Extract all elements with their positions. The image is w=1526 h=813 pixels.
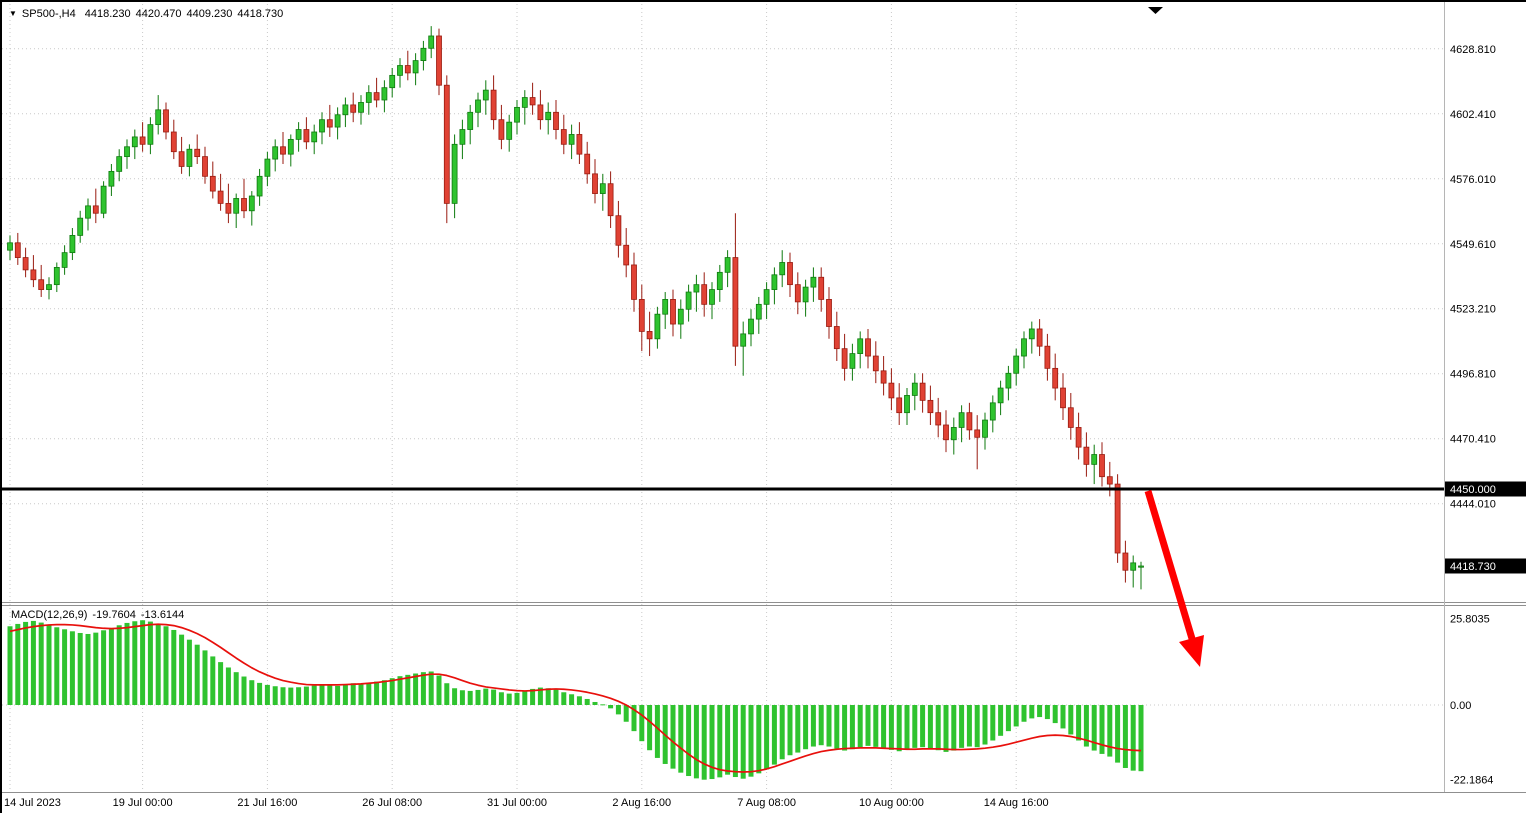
time-tick-label: 2 Aug 16:00 — [612, 797, 671, 809]
chart-title: SP500-,H4 — [21, 8, 76, 20]
price-tick-label: 4576.010 — [1450, 174, 1496, 186]
macd-signal-line — [9, 623, 1142, 773]
horizontal-line-4450[interactable] — [2, 487, 1444, 491]
ohlc-low: 4409.230 — [186, 8, 233, 20]
price-tick-label: 4496.810 — [1450, 369, 1496, 381]
price-axis[interactable]: 4628.810 4602.410 4576.010 4549.610 4523.210… — [1450, 44, 1496, 787]
macd-value: -19.7604 — [92, 609, 136, 621]
macd-tick-label: -22.1864 — [1450, 774, 1493, 786]
hline-price-badge: 4450.000 — [1445, 481, 1526, 497]
ohlc-open: 4418.230 — [84, 8, 131, 20]
trend-arrow[interactable] — [1144, 490, 1204, 667]
price-tick-label: 4470.410 — [1450, 434, 1496, 446]
candles-layer — [7, 26, 1144, 590]
chart-header: ▼ SP500-,H4 4418.230 4420.470 4409.230 4418.7… — [9, 8, 283, 20]
current-price-badge: 4418.730 — [1445, 558, 1526, 574]
price-tick-label: 4444.010 — [1450, 499, 1496, 511]
time-tick-label: 7 Aug 08:00 — [737, 797, 796, 809]
price-tick-label: 4628.810 — [1450, 44, 1496, 56]
time-tick-label: 19 Jul 00:00 — [113, 797, 173, 809]
macd-signal-value: -13.6144 — [140, 609, 185, 621]
panel-borders — [2, 2, 1526, 793]
svg-text:4450.000: 4450.000 — [1450, 484, 1496, 496]
macd-label: MACD(12,26,9) — [11, 609, 88, 621]
macd-histogram — [7, 620, 1144, 780]
time-tick-label: 14 Aug 16:00 — [984, 797, 1049, 809]
time-tick-label: 31 Jul 00:00 — [487, 797, 547, 809]
macd-tick-label: 0.00 — [1450, 700, 1471, 712]
price-tick-label: 4523.210 — [1450, 304, 1496, 316]
price-tick-label: 4602.410 — [1450, 109, 1496, 121]
time-tick-label: 21 Jul 16:00 — [237, 797, 297, 809]
time-tick-label: 14 Jul 2023 — [4, 797, 61, 809]
autoscroll-marker-icon — [1148, 7, 1163, 14]
ohlc-high: 4420.470 — [135, 8, 182, 20]
price-tick-label: 4549.610 — [1450, 239, 1496, 251]
time-tick-label: 26 Jul 08:00 — [362, 797, 422, 809]
macd-tick-label: 25.8035 — [1450, 614, 1490, 626]
time-axis[interactable]: 14 Jul 2023 19 Jul 00:00 21 Jul 16:00 26 Ju… — [4, 797, 1049, 809]
time-tick-label: 10 Aug 00:00 — [859, 797, 924, 809]
symbol-list-icon[interactable]: ▼ — [9, 9, 17, 18]
macd-header: MACD(12,26,9) -19.7604 -13.6144 — [11, 609, 184, 621]
svg-text:4418.730: 4418.730 — [1450, 561, 1496, 573]
ohlc-close: 4418.730 — [237, 8, 284, 20]
